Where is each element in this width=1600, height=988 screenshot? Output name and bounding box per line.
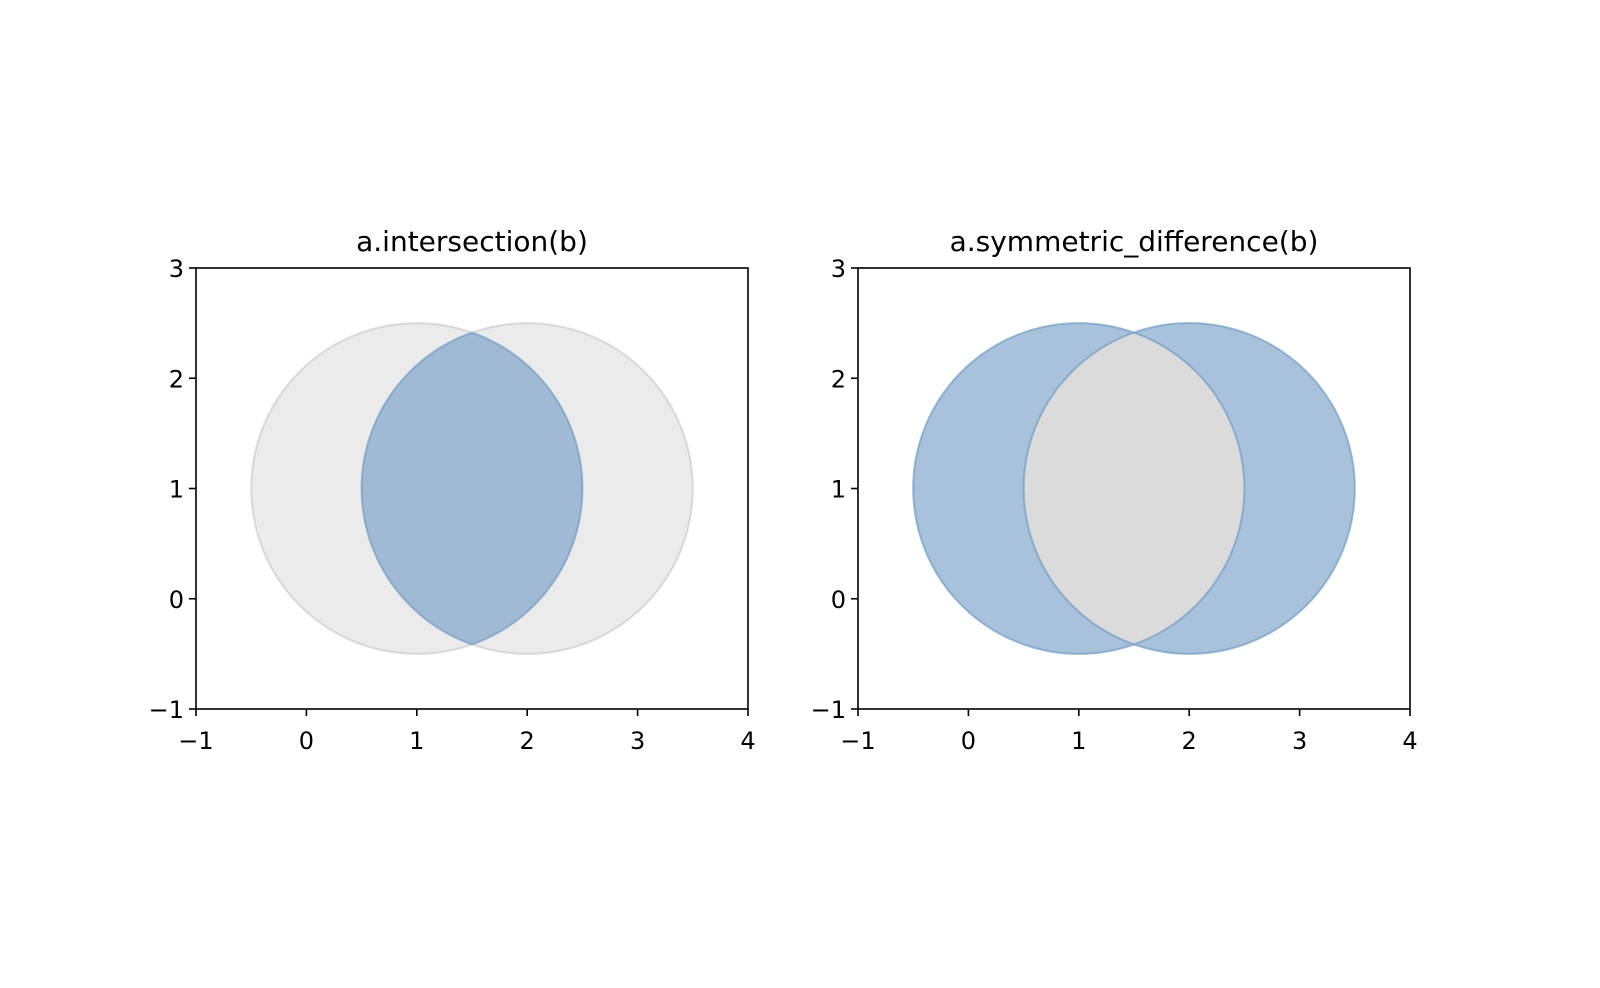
y-tick-label: 2 [831, 365, 846, 393]
chart-title: a.intersection(b) [356, 225, 588, 258]
x-tick-label: 2 [1182, 727, 1197, 755]
y-tick-label: 0 [169, 586, 184, 614]
x-tick-label: 1 [1071, 727, 1086, 755]
y-tick-label: −1 [811, 696, 846, 724]
y-tick-label: 2 [169, 365, 184, 393]
x-tick-label: 4 [1402, 727, 1417, 755]
result-shape [912, 322, 1356, 655]
x-tick-label: −1 [178, 727, 213, 755]
y-tick-label: 1 [831, 476, 846, 504]
x-tick-label: 0 [961, 727, 976, 755]
x-tick-label: −1 [840, 727, 875, 755]
y-tick-label: 0 [831, 586, 846, 614]
y-tick-label: 1 [169, 476, 184, 504]
x-tick-label: 4 [740, 727, 755, 755]
chart-title: a.symmetric_difference(b) [950, 225, 1319, 258]
y-tick-label: −1 [149, 696, 184, 724]
result-shape [360, 323, 583, 654]
x-tick-label: 1 [409, 727, 424, 755]
x-tick-label: 2 [520, 727, 535, 755]
y-tick-label: 3 [169, 255, 184, 283]
y-tick-label: 3 [831, 255, 846, 283]
x-tick-label: 3 [1292, 727, 1307, 755]
result-edge [361, 323, 584, 654]
x-tick-label: 0 [299, 727, 314, 755]
x-tick-label: 3 [630, 727, 645, 755]
